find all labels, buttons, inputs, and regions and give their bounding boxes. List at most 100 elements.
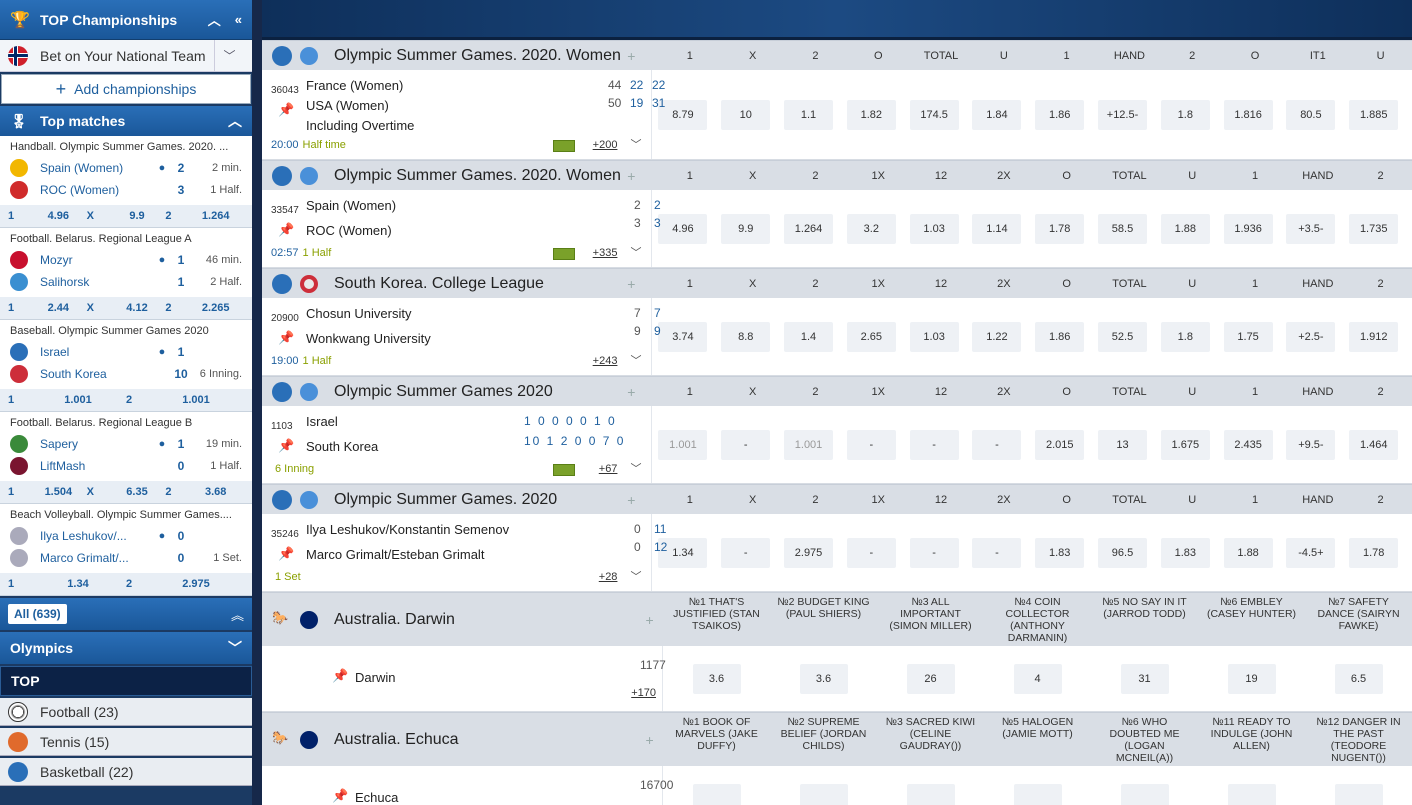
odd-button[interactable]: 1.675 <box>1160 429 1210 460</box>
top-matches-header[interactable]: 🎖 Top matches ︿ <box>0 106 252 136</box>
olympics-filter[interactable]: Olympics ﹀ <box>0 632 252 664</box>
odd-button[interactable]: 1.78 <box>1349 537 1399 568</box>
match-row[interactable]: 20900 Chosun University Wonkwang Universit… <box>262 298 1412 376</box>
odd-button[interactable]: 1.78 <box>1035 213 1085 244</box>
team-name[interactable]: Wonkwang University <box>306 331 431 346</box>
odd-value[interactable]: 6.35 <box>126 486 148 498</box>
team-row[interactable]: ROC (Women) 3 1 Half. <box>0 179 252 201</box>
odd-button[interactable]: 3.2 <box>846 213 896 244</box>
odd-button[interactable]: 1.83 <box>1035 537 1085 568</box>
sport-tennis[interactable]: Tennis (15) <box>0 728 252 756</box>
league-name[interactable]: South Korea. College League <box>334 274 544 292</box>
race-title[interactable]: Darwin <box>355 670 396 685</box>
odd-button[interactable]: 9.9 <box>721 213 771 244</box>
odd-button[interactable]: 1.34 <box>658 537 708 568</box>
odd-value[interactable]: 2.44 <box>47 302 70 314</box>
top-match-card[interactable]: Baseball. Olympic Summer Games 2020 Israe… <box>0 320 252 412</box>
race-info[interactable]: 1177 📌 Darwin +170 <box>262 646 666 711</box>
league-name[interactable]: Olympic Summer Games. 2020. Women <box>334 166 621 184</box>
odd-button[interactable]: 96.5 <box>1098 537 1148 568</box>
team-row[interactable]: LiftMash 0 1 Half. <box>0 455 252 477</box>
sport-football[interactable]: Football (23) <box>0 698 252 726</box>
odd-button[interactable]: 3.74 <box>658 321 708 352</box>
team-row[interactable]: South Korea 10 6 Inning. <box>0 363 252 385</box>
odd-button[interactable]: 1.88 <box>1160 213 1210 244</box>
odd-button[interactable]: - <box>972 537 1022 568</box>
odd-button[interactable] <box>1120 783 1169 805</box>
chevron-down-icon[interactable]: ﹀ <box>630 571 642 583</box>
team-name[interactable]: South Korea <box>306 439 379 454</box>
national-team-selector[interactable]: Bet on Your National Team ﹀ <box>0 39 252 72</box>
odd-button[interactable] <box>799 783 848 805</box>
odd-button[interactable]: 1.816 <box>1223 99 1273 130</box>
odd-button[interactable]: 1.001 <box>658 429 708 460</box>
more-markets-link[interactable]: +243 <box>592 355 618 367</box>
top-section[interactable]: TOP <box>0 666 252 696</box>
chevron-down-icon[interactable]: ﹀ <box>630 355 642 367</box>
odd-button[interactable]: 1.936 <box>1223 213 1273 244</box>
odd-button[interactable]: - <box>846 537 896 568</box>
odd-value[interactable]: 4.12 <box>126 302 148 314</box>
odd-button[interactable]: 1.03 <box>909 321 959 352</box>
odd-value[interactable]: 1.34 <box>67 578 89 590</box>
odd-button[interactable]: 1.8 <box>1160 99 1210 130</box>
odd-button[interactable]: 1.22 <box>972 321 1022 352</box>
odd-button[interactable]: 1.001 <box>784 429 834 460</box>
team-name[interactable]: France (Women) <box>306 78 404 93</box>
pin-icon[interactable]: 📌 <box>278 438 295 453</box>
odd-button[interactable]: 3.6 <box>799 663 848 694</box>
team-row[interactable]: Spain (Women) ● 2 2 min. <box>0 157 252 179</box>
pin-icon[interactable]: 📌 <box>278 330 295 345</box>
odd-button[interactable]: +9.5- <box>1286 429 1336 460</box>
odd-button[interactable]: 1.88 <box>1223 537 1273 568</box>
odd-button[interactable]: -4.5+ <box>1286 537 1336 568</box>
odd-value[interactable]: 4.96 <box>47 210 70 222</box>
odd-button[interactable]: 1.14 <box>972 213 1022 244</box>
team-row[interactable]: Mozyr ● 1 46 min. <box>0 249 252 271</box>
field-icon[interactable] <box>553 464 576 476</box>
team-row[interactable]: Salihorsk 1 2 Half. <box>0 271 252 293</box>
odd-button[interactable]: 52.5 <box>1098 321 1148 352</box>
odd-button[interactable]: 19 <box>1227 663 1276 694</box>
odd-button[interactable] <box>1227 783 1276 805</box>
plus-icon[interactable]: + <box>627 383 636 400</box>
match-info[interactable]: 20900 Chosun University Wonkwang Universit… <box>262 298 661 375</box>
odd-button[interactable] <box>692 783 741 805</box>
odd-button[interactable]: 1.8 <box>1160 321 1210 352</box>
odd-button[interactable]: 1.86 <box>1035 99 1085 130</box>
odd-value[interactable]: 2.265 <box>201 302 230 314</box>
pin-icon[interactable]: 📌 <box>332 668 349 683</box>
team-row[interactable]: Sapery ● 1 19 min. <box>0 433 252 455</box>
team-name[interactable]: Chosun University <box>306 306 412 321</box>
odd-button[interactable]: 2.435 <box>1223 429 1273 460</box>
team-row[interactable]: Ilya Leshukov/... ● 0 <box>0 525 252 547</box>
odd-button[interactable]: 1.84 <box>972 99 1022 130</box>
race-name[interactable]: Australia. Darwin <box>334 610 455 628</box>
odd-button[interactable]: 1.82 <box>846 99 896 130</box>
pin-icon[interactable]: 📌 <box>278 102 295 117</box>
top-match-card[interactable]: Football. Belarus. Regional League B Sape… <box>0 412 252 504</box>
pin-icon[interactable]: 📌 <box>278 546 295 561</box>
more-markets-link[interactable]: +170 <box>631 687 656 699</box>
odd-button[interactable]: 1.1 <box>784 99 834 130</box>
odd-button[interactable]: - <box>721 537 771 568</box>
odd-button[interactable]: 80.5 <box>1286 99 1336 130</box>
odd-button[interactable]: 8.8 <box>721 321 771 352</box>
league-name[interactable]: Olympic Summer Games. 2020. Women <box>334 46 621 64</box>
odd-button[interactable]: 10 <box>721 99 771 130</box>
odd-button[interactable]: +3.5- <box>1286 213 1336 244</box>
race-row[interactable]: 16700 📌 Echuca <box>262 766 1412 805</box>
odd-button[interactable] <box>1334 783 1383 805</box>
collapse-sidebar-icon[interactable]: « <box>234 12 242 27</box>
race-name[interactable]: Australia. Echuca <box>334 730 459 748</box>
field-icon[interactable] <box>553 140 576 152</box>
team-row[interactable]: Marco Grimalt/... 0 1 Set. <box>0 547 252 569</box>
plus-icon[interactable]: + <box>627 275 636 292</box>
team-name[interactable]: Spain (Women) <box>306 198 397 213</box>
odd-button[interactable]: +12.5- <box>1098 99 1148 130</box>
odd-button[interactable]: 1.885 <box>1349 99 1399 130</box>
pin-icon[interactable]: 📌 <box>278 222 295 237</box>
more-markets-link[interactable]: +335 <box>592 247 618 259</box>
plus-icon[interactable]: + <box>627 167 636 184</box>
odd-button[interactable]: 13 <box>1098 429 1148 460</box>
